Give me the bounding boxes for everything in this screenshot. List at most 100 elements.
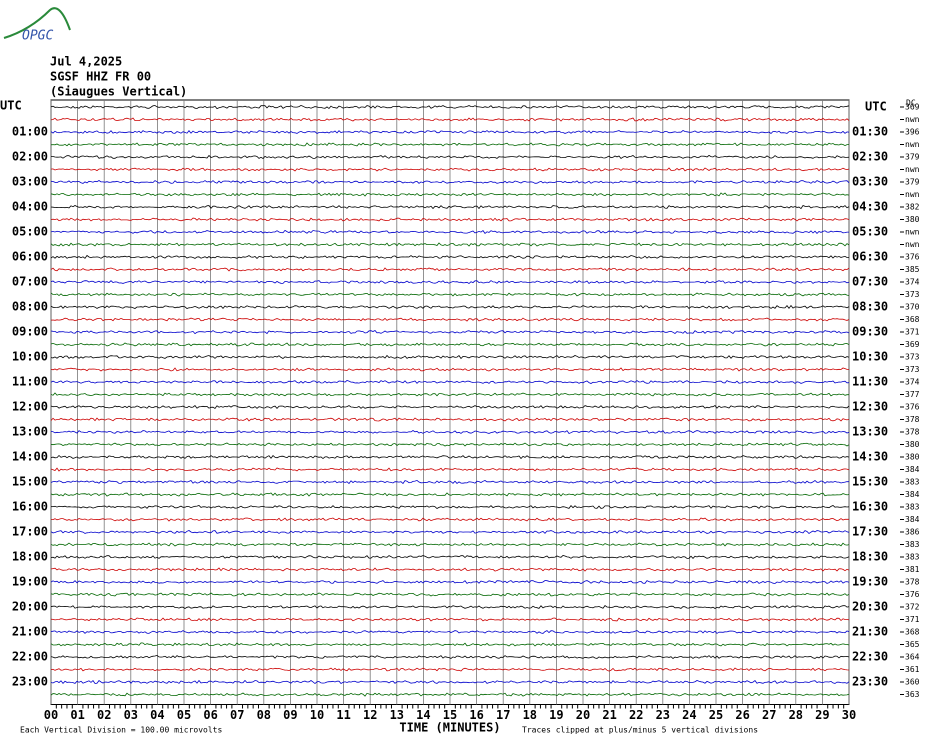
- dc-value: 373: [905, 353, 920, 362]
- trace: [50, 205, 850, 210]
- trace: [50, 592, 850, 597]
- dc-value: nwn: [905, 165, 920, 174]
- right-label: UTC: [865, 100, 887, 114]
- dc-value: 369: [905, 340, 920, 349]
- dc-value: 368: [905, 628, 920, 637]
- x-tick-label: 09: [283, 708, 297, 722]
- dc-value: 374: [905, 378, 920, 387]
- x-tick-label: 25: [709, 708, 723, 722]
- trace: [50, 467, 850, 472]
- trace: [50, 242, 850, 247]
- right-label: 06:30: [852, 250, 888, 264]
- dc-value: 383: [905, 553, 920, 562]
- right-label: 14:30: [852, 450, 888, 464]
- trace: [50, 692, 850, 697]
- dc-value: 386: [905, 528, 920, 537]
- trace: [50, 580, 850, 584]
- dc-value: 373: [905, 365, 920, 374]
- x-tick-label: 21: [602, 708, 616, 722]
- dc-value: 371: [905, 615, 920, 624]
- right-label: 19:30: [852, 575, 888, 589]
- trace: [50, 317, 850, 322]
- left-label: 03:00: [12, 175, 48, 189]
- dc-value: 372: [905, 603, 920, 612]
- trace: [50, 180, 850, 184]
- dc-value: 373: [905, 290, 920, 299]
- x-tick-label: 23: [656, 708, 670, 722]
- dc-value: 363: [905, 690, 920, 699]
- trace: [50, 130, 850, 135]
- x-tick-label: 03: [124, 708, 138, 722]
- trace: [50, 642, 850, 647]
- trace: [50, 229, 849, 234]
- right-label: 09:30: [852, 325, 888, 339]
- dc-value: 378: [905, 428, 920, 437]
- x-tick-label: 27: [762, 708, 776, 722]
- trace: [50, 605, 850, 609]
- x-tick-label: 15: [443, 708, 457, 722]
- trace: [50, 617, 850, 622]
- trace: [50, 217, 850, 222]
- trace: [50, 567, 850, 572]
- trace: [50, 167, 850, 172]
- right-label: 02:30: [852, 150, 888, 164]
- dc-value: 371: [905, 328, 920, 337]
- x-tick-label: 08: [257, 708, 271, 722]
- x-tick-label: 26: [735, 708, 749, 722]
- dc-value: nwn: [905, 190, 920, 199]
- dc-value: 382: [905, 203, 920, 212]
- right-label: 12:30: [852, 400, 888, 414]
- right-label: 04:30: [852, 200, 888, 214]
- dc-value: 396: [905, 128, 920, 137]
- trace: [50, 442, 850, 447]
- x-tick-label: 18: [523, 708, 537, 722]
- left-label: 23:00: [12, 675, 48, 689]
- dc-value: nwn: [905, 115, 920, 124]
- dc-value: 365: [905, 640, 920, 649]
- x-tick-label: 13: [390, 708, 404, 722]
- left-label: UTC: [0, 99, 22, 113]
- left-label: 04:00: [12, 200, 48, 214]
- trace: [50, 354, 850, 360]
- dc-value: 381: [905, 565, 920, 574]
- dc-value: 361: [905, 665, 920, 674]
- dc-value: 384: [905, 515, 920, 524]
- dc-value: 380: [905, 215, 920, 224]
- left-label: 14:00: [12, 450, 48, 464]
- dc-value: 378: [905, 578, 920, 587]
- left-label: 19:00: [12, 575, 48, 589]
- dc-value: 376: [905, 590, 920, 599]
- trace: [50, 380, 850, 384]
- x-tick-label: 00: [44, 708, 58, 722]
- left-label: 05:00: [12, 225, 48, 239]
- dc-value: nwn: [905, 140, 920, 149]
- left-label: 11:00: [12, 375, 48, 389]
- x-tick-label: 30: [842, 708, 856, 722]
- right-label: 01:30: [852, 125, 888, 139]
- trace: [51, 517, 849, 522]
- dc-value: 383: [905, 478, 920, 487]
- trace: [50, 630, 850, 634]
- trace: [50, 555, 850, 560]
- x-tick-label: 29: [815, 708, 829, 722]
- trace: [50, 654, 850, 660]
- left-label: 12:00: [12, 400, 48, 414]
- trace: [50, 392, 849, 397]
- right-label: 23:30: [852, 675, 888, 689]
- x-tick-label: 12: [363, 708, 377, 722]
- x-tick-label: 14: [416, 708, 430, 722]
- dc-value: 377: [905, 390, 920, 399]
- left-label: 01:00: [12, 125, 48, 139]
- dc-value: 364: [905, 653, 920, 662]
- dc-value: 379: [905, 153, 920, 162]
- dc-title: DC: [906, 99, 916, 108]
- right-label: 07:30: [852, 275, 888, 289]
- dc-value: 379: [905, 178, 920, 187]
- right-label: 05:30: [852, 225, 888, 239]
- trace: [50, 504, 850, 509]
- x-tick-label: 06: [203, 708, 217, 722]
- trace: [50, 367, 849, 372]
- date: Jul 4,2025: [50, 55, 122, 69]
- dc-value: 383: [905, 540, 920, 549]
